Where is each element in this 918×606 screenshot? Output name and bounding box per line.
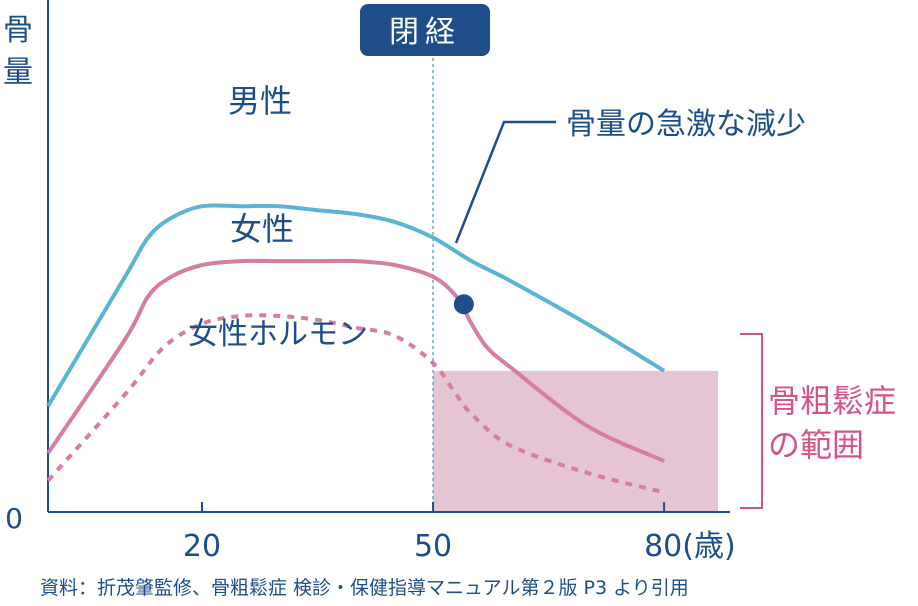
x-tick-label: 80(歳) (644, 529, 736, 564)
annotation-label: 骨量の急激な減少 (566, 107, 806, 142)
y-axis-label-part2: 量 (3, 55, 33, 90)
x-tick-label: 20 (183, 529, 221, 564)
osteoporosis-bracket (740, 333, 763, 509)
tick-layer: 20 50 80(歳) (183, 502, 736, 564)
series-line-1 (46, 258, 665, 463)
osteoporosis-range-label-1: 骨粗鬆症 (768, 382, 896, 420)
osteoporosis-range-label-2: の範囲 (768, 426, 864, 464)
x-tick-label: 50 (414, 529, 452, 564)
y-zero-label: 0 (5, 502, 23, 535)
series-layer (46, 203, 666, 495)
series-label-men: 男性 (228, 82, 292, 120)
annotation-leader (454, 120, 556, 244)
menopause-label-box (360, 4, 490, 56)
series-label-women: 女性 (230, 210, 294, 248)
menopause-label: 閉経 (389, 15, 461, 50)
series-label-hormone: 女性ホルモン (188, 317, 368, 352)
source-note: 資料：折茂肇監修、骨粗鬆症 検診・保健指導マニュアル第２版 P3 より引用 (40, 577, 689, 599)
rapid-decline-marker (453, 294, 474, 315)
series-line-0 (46, 203, 666, 408)
y-axis-label-part1: 骨 (3, 13, 33, 48)
series-line-2 (46, 313, 665, 495)
osteoporosis-zone (433, 370, 718, 512)
